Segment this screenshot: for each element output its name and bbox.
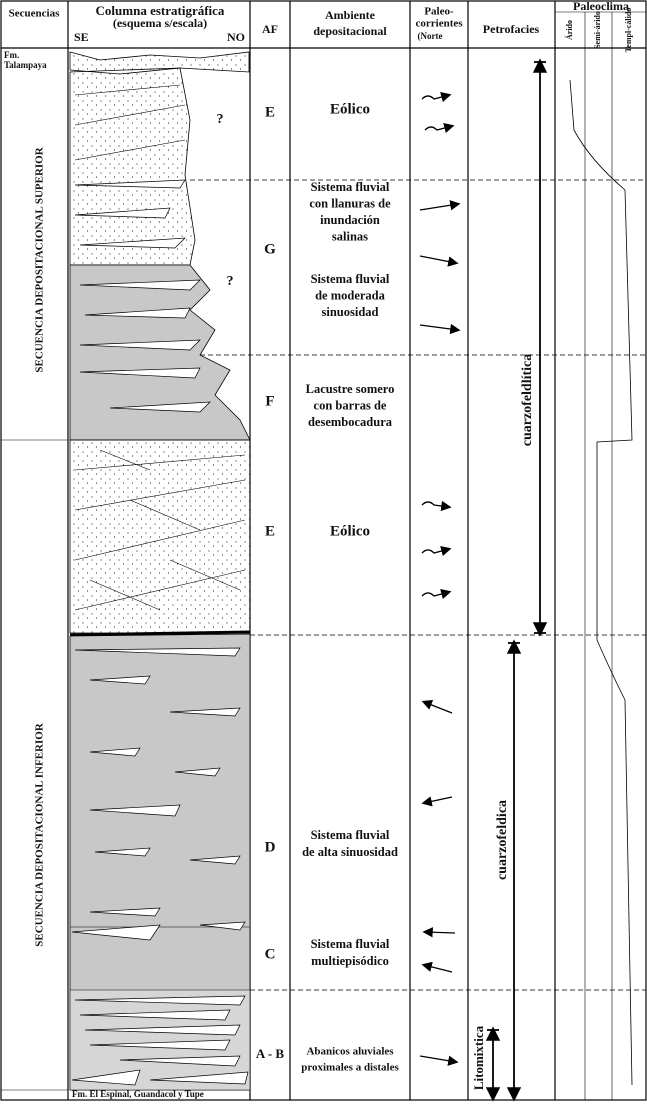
- header-columna-sub: (esquema s/escala): [113, 16, 207, 30]
- ambiente-text: sinuosidad: [322, 305, 379, 319]
- sequence-label: SECUENCIA DEPOSITACIONAL INFERIOR: [34, 722, 46, 947]
- formation-bottom: Fm. El Espinal, Guandacol y Tupe: [72, 1089, 204, 1099]
- header-se: SE: [74, 30, 89, 44]
- ambiente-text: multiepisódico: [311, 954, 389, 968]
- ambiente-text: de moderada: [315, 288, 386, 302]
- af-code: C: [265, 946, 276, 962]
- dashed-boundaries: [190, 180, 646, 990]
- header-clima: Semi-árido: [593, 11, 602, 49]
- header-ambiente: Ambiente: [325, 8, 376, 22]
- diagram: SecuenciasColumna estratigráfica(esquema…: [0, 0, 647, 1107]
- af-code: G: [264, 241, 276, 257]
- ambiente-text: Eólico: [330, 101, 370, 117]
- ambiente-text: Lacustre somero: [306, 382, 395, 396]
- header-paleocorrientes: Paleo-: [424, 6, 454, 18]
- question-mark: ?: [227, 274, 234, 289]
- ambiente-text: inundación: [320, 213, 380, 227]
- header-paleocorrientes: corrientes: [415, 18, 463, 30]
- ambiente-text: Sistema fluvial: [311, 828, 390, 842]
- af-code: F: [265, 393, 274, 409]
- af-code: E: [265, 104, 275, 120]
- petrofacies-ranges: [487, 62, 546, 1098]
- formation-top: Fm.: [4, 50, 19, 60]
- header-paleoclima: Paleoclima: [573, 0, 629, 13]
- paleocurrent-arrows: [420, 95, 458, 1062]
- header-secuencias: Secuencias: [9, 8, 60, 20]
- ambiente-text: con barras de: [314, 398, 387, 412]
- af-code: A - B: [256, 1046, 285, 1061]
- petrofacies-label: cuarzofeldlítica: [520, 354, 535, 447]
- ambiente-text: Sistema fluvial: [311, 272, 390, 286]
- stratigraphic-column: [70, 52, 250, 1090]
- ambiente-text: salinas: [332, 229, 368, 243]
- question-mark: ?: [217, 112, 224, 127]
- header-no: NO: [227, 30, 245, 44]
- af-code: E: [265, 523, 275, 539]
- petrofacies-label: Litomixtica: [471, 1025, 486, 1090]
- petrofacies-label: cuarzofeldica: [495, 800, 510, 880]
- paleoclimate-curve: [570, 80, 632, 1085]
- ambiente-text: Sistema fluvial: [311, 180, 390, 194]
- header-af: AF: [262, 22, 278, 36]
- header-ambiente: depositacional: [313, 24, 387, 38]
- header-paleocorrientes: (Norte: [418, 31, 443, 41]
- ambiente-text: desembocadura: [308, 415, 393, 429]
- header-clima: Árido: [564, 20, 574, 40]
- af-code: D: [265, 839, 276, 855]
- header-clima: Templ-cálido: [624, 8, 633, 53]
- formation-top: Talampaya: [4, 60, 47, 70]
- ambiente-text: Eólico: [330, 523, 370, 539]
- ambiente-text: proximales a distales: [301, 1062, 399, 1074]
- ambiente-text: Abanicos aluviales: [306, 1046, 394, 1058]
- header-petrofacies: Petrofacies: [483, 22, 540, 36]
- ambiente-text: con llanuras de: [309, 196, 391, 210]
- ambiente-text: de alta sinuosidad: [302, 845, 398, 859]
- ambiente-text: Sistema fluvial: [311, 937, 390, 951]
- sequence-label: SECUENCIA DEPOSITACIONAL SUPERIOR: [34, 146, 46, 372]
